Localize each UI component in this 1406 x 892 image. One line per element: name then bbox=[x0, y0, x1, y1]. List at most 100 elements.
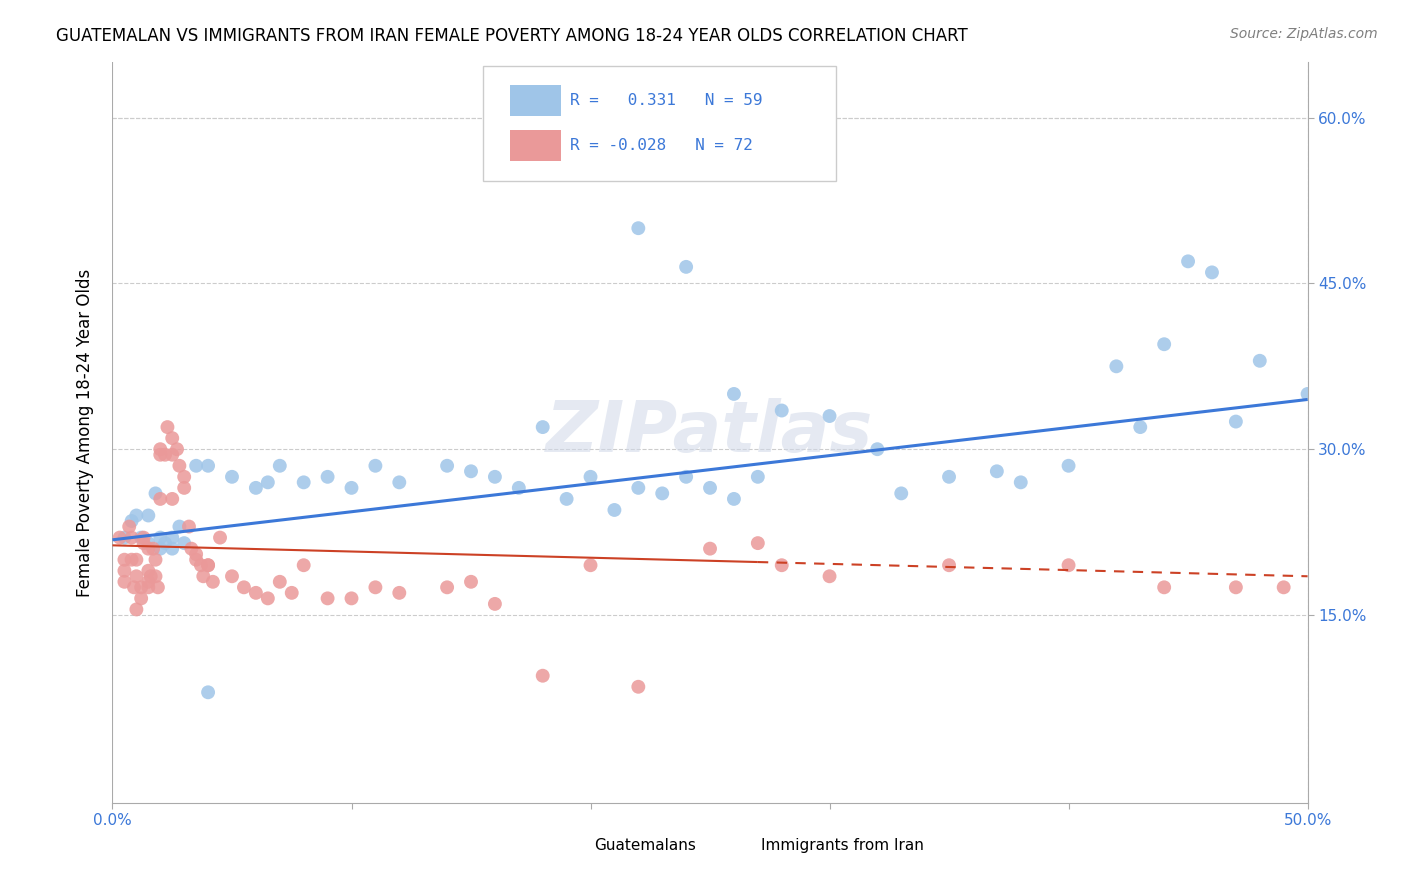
Text: ZIPatlas: ZIPatlas bbox=[547, 398, 873, 467]
Point bbox=[938, 470, 960, 484]
Point bbox=[197, 558, 219, 573]
Point bbox=[197, 458, 219, 473]
Point bbox=[460, 464, 482, 478]
Point bbox=[1177, 254, 1199, 268]
Point bbox=[1153, 580, 1175, 594]
Point bbox=[281, 586, 304, 600]
Bar bbox=[510, 130, 561, 161]
Bar bbox=[554, 834, 588, 856]
Text: Source: ZipAtlas.com: Source: ZipAtlas.com bbox=[1230, 27, 1378, 41]
Point bbox=[125, 569, 148, 583]
Point bbox=[627, 680, 650, 694]
Point bbox=[173, 470, 195, 484]
Point bbox=[149, 491, 172, 506]
Point bbox=[149, 448, 172, 462]
Point bbox=[138, 580, 160, 594]
Point bbox=[186, 458, 208, 473]
Point bbox=[138, 508, 160, 523]
Point bbox=[269, 458, 291, 473]
Point bbox=[818, 409, 841, 423]
Point bbox=[890, 486, 912, 500]
Point bbox=[723, 491, 745, 506]
Point bbox=[121, 514, 143, 528]
Point bbox=[531, 669, 554, 683]
Point bbox=[555, 491, 578, 506]
Point bbox=[340, 481, 363, 495]
Point bbox=[579, 470, 602, 484]
Point bbox=[340, 591, 363, 606]
Point bbox=[173, 536, 195, 550]
Point bbox=[149, 541, 172, 556]
Point bbox=[221, 470, 243, 484]
Point bbox=[938, 558, 960, 573]
Point bbox=[138, 564, 160, 578]
Point bbox=[651, 486, 673, 500]
Point bbox=[125, 602, 148, 616]
Point bbox=[149, 531, 172, 545]
Point bbox=[1057, 458, 1080, 473]
Point bbox=[114, 552, 135, 566]
Point bbox=[436, 580, 458, 594]
Point bbox=[1249, 353, 1271, 368]
Point bbox=[723, 387, 745, 401]
Point bbox=[770, 403, 793, 417]
Point bbox=[866, 442, 889, 457]
Text: Immigrants from Iran: Immigrants from Iran bbox=[762, 838, 924, 853]
Point bbox=[221, 569, 243, 583]
Point bbox=[292, 475, 315, 490]
Point bbox=[436, 458, 458, 473]
Point bbox=[162, 541, 183, 556]
Point bbox=[197, 558, 219, 573]
Point bbox=[122, 580, 145, 594]
Point bbox=[675, 260, 697, 274]
Point bbox=[1129, 420, 1152, 434]
Point bbox=[1153, 337, 1175, 351]
Point bbox=[1010, 475, 1032, 490]
Point bbox=[675, 470, 697, 484]
Point bbox=[603, 503, 626, 517]
Point bbox=[162, 431, 183, 445]
Point bbox=[149, 442, 172, 457]
Point bbox=[162, 491, 183, 506]
Point bbox=[1057, 558, 1080, 573]
Point bbox=[245, 481, 267, 495]
Point bbox=[129, 591, 152, 606]
Point bbox=[1225, 580, 1247, 594]
Point bbox=[142, 541, 165, 556]
Point bbox=[114, 564, 135, 578]
Point bbox=[233, 580, 256, 594]
Point bbox=[316, 591, 339, 606]
Point bbox=[186, 552, 208, 566]
Point bbox=[145, 552, 167, 566]
Point bbox=[173, 481, 195, 495]
Point bbox=[1201, 265, 1223, 279]
Point bbox=[388, 586, 411, 600]
Point bbox=[121, 531, 143, 545]
Point bbox=[531, 420, 554, 434]
Text: R = -0.028   N = 72: R = -0.028 N = 72 bbox=[571, 138, 754, 153]
Point bbox=[201, 574, 224, 589]
Point bbox=[316, 470, 339, 484]
Point bbox=[114, 531, 135, 545]
Point bbox=[156, 420, 179, 434]
Point bbox=[579, 558, 602, 573]
Point bbox=[153, 536, 176, 550]
Point bbox=[132, 536, 155, 550]
Point bbox=[257, 591, 280, 606]
Point bbox=[180, 541, 202, 556]
Point bbox=[627, 221, 650, 235]
Point bbox=[138, 541, 160, 556]
Point bbox=[114, 574, 135, 589]
Text: Guatemalans: Guatemalans bbox=[595, 838, 696, 853]
Point bbox=[132, 531, 155, 545]
Point bbox=[125, 508, 148, 523]
Point bbox=[193, 569, 215, 583]
Bar bbox=[723, 834, 755, 856]
Point bbox=[245, 586, 267, 600]
Point bbox=[108, 531, 131, 545]
Point bbox=[364, 458, 387, 473]
Point bbox=[269, 574, 291, 589]
Point bbox=[169, 458, 191, 473]
Point bbox=[986, 464, 1008, 478]
Point bbox=[138, 574, 160, 589]
